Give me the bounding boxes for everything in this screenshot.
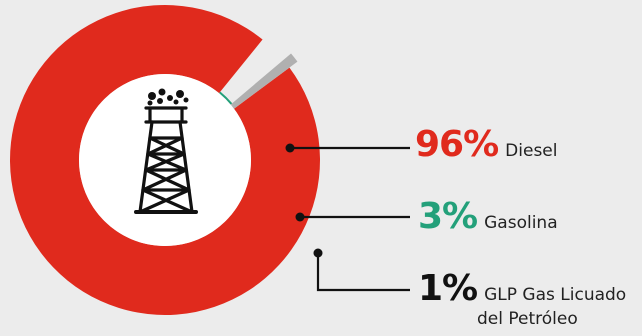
category-label-glp-line2: del Petróleo	[477, 309, 578, 329]
category-label-diesel: Diesel	[505, 141, 558, 161]
leader-line-glp	[316, 253, 410, 292]
leader-dot-diesel	[285, 143, 295, 153]
leader-dot-gasolina	[295, 212, 305, 222]
slice-glp	[218, 53, 298, 119]
label-glp: 1% GLP Gas Licuado	[418, 268, 626, 309]
value-label-diesel: 96%	[415, 124, 499, 165]
slice-diesel	[9, 5, 320, 316]
value-label-glp: 1%	[418, 268, 478, 309]
leader-dot-glp	[313, 248, 323, 258]
oil-derrick-icon	[134, 88, 198, 214]
label-diesel: 96% Diesel	[415, 124, 557, 165]
leader-lines	[285, 143, 410, 292]
category-label-gasolina: Gasolina	[484, 213, 558, 233]
label-gasolina: 3% Gasolina	[418, 196, 558, 237]
category-label-glp-line1: GLP Gas Licuado	[484, 285, 627, 305]
value-label-gasolina: 3%	[418, 196, 478, 237]
